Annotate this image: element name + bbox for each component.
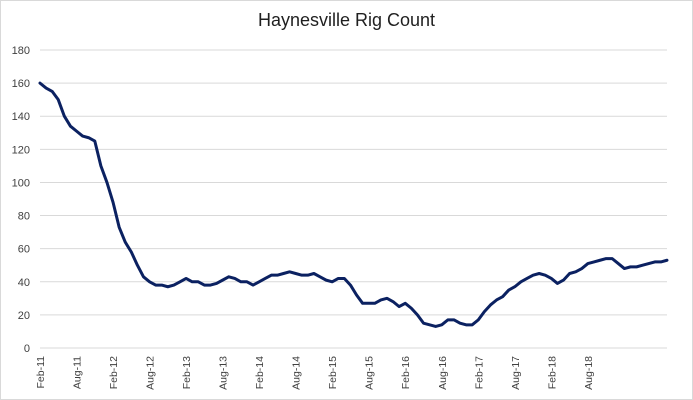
y-tick-label: 80 — [18, 211, 30, 223]
x-tick-label: Aug-11 — [72, 356, 84, 389]
x-tick-label: Feb-12 — [108, 356, 120, 389]
x-tick-label: Aug-13 — [218, 356, 230, 390]
x-tick-label: Aug-14 — [291, 356, 303, 390]
y-tick-label: 60 — [18, 244, 30, 256]
gridlines — [40, 49, 667, 349]
x-tick-label: Aug-17 — [510, 356, 522, 390]
chart-title: Haynesville Rig Count — [257, 10, 436, 30]
x-tick-label: Feb-17 — [473, 356, 485, 389]
y-tick-label: 100 — [12, 177, 30, 189]
x-tick-label: Aug-15 — [364, 356, 376, 390]
x-tick-label: Feb-11 — [35, 356, 47, 389]
x-tick-label: Feb-14 — [254, 356, 266, 389]
x-tick-label: Feb-13 — [181, 356, 193, 389]
y-tick-label: 20 — [18, 310, 30, 322]
y-tick-label: 140 — [12, 111, 30, 123]
y-tick-label: 40 — [18, 277, 30, 289]
x-tick-label: Aug-12 — [145, 356, 157, 390]
x-tick-label: Feb-18 — [546, 356, 558, 389]
y-tick-label: 160 — [12, 78, 30, 90]
y-tick-label: 180 — [12, 45, 30, 57]
y-axis-tick-labels: 0 20 40 60 80 100 120 140 160 180 — [12, 45, 30, 355]
x-tick-label: Feb-15 — [327, 356, 339, 389]
y-tick-label: 0 — [24, 343, 30, 355]
x-tick-label: Aug-16 — [437, 356, 449, 390]
x-tick-label: Feb-16 — [400, 356, 412, 389]
series-line-rig-count — [38, 81, 669, 328]
x-axis-tick-labels: Feb-11 Aug-11 Feb-12 Aug-12 Feb-13 Aug-13 Feb-… — [35, 356, 595, 390]
y-tick-label: 120 — [12, 144, 30, 156]
x-tick-label: Aug-18 — [583, 356, 595, 390]
